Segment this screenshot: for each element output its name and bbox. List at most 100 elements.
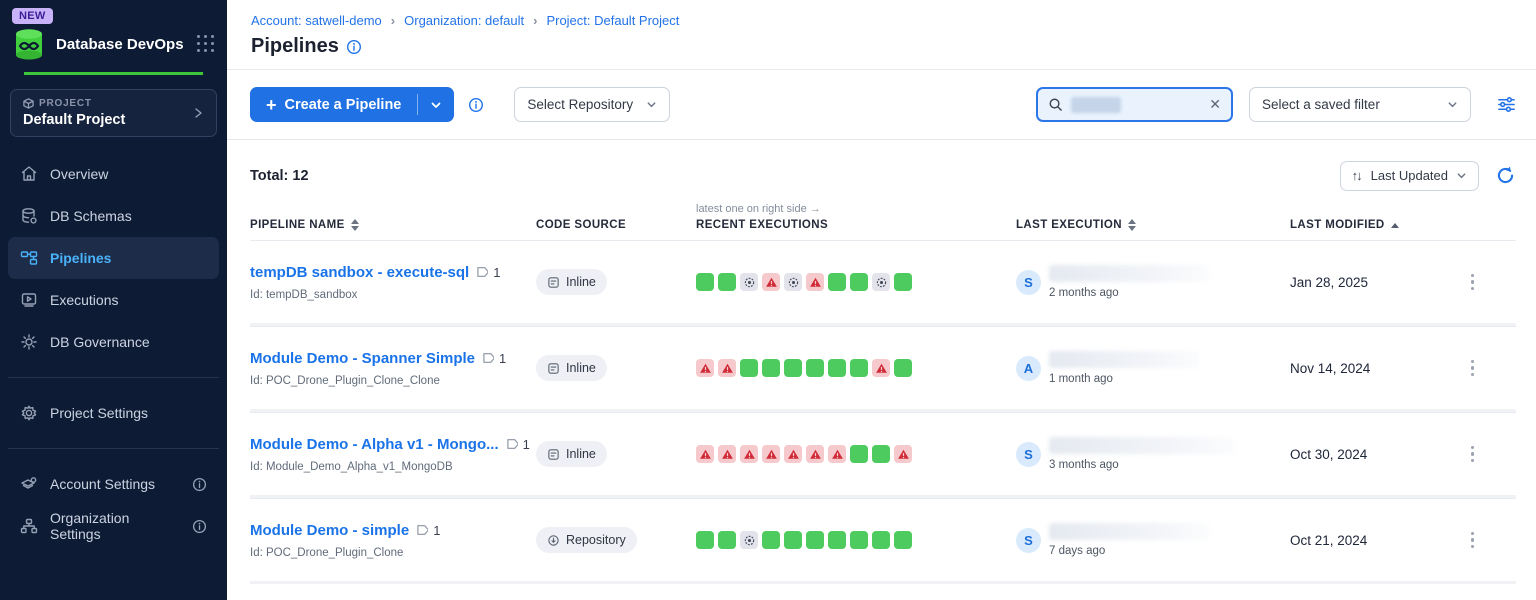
breadcrumb-organization[interactable]: Organization: default: [404, 13, 525, 28]
execution-status-skipped[interactable]: [784, 273, 802, 291]
execution-status-error[interactable]: [762, 445, 780, 463]
execution-status-success[interactable]: [828, 273, 846, 291]
sidebar-item-organization-settings[interactable]: Organization Settings: [8, 505, 219, 547]
execution-status-success[interactable]: [894, 359, 912, 377]
avatar[interactable]: S: [1016, 441, 1041, 467]
execution-status-error[interactable]: [828, 445, 846, 463]
saved-filter-dropdown[interactable]: Select a saved filter: [1249, 87, 1471, 122]
execution-status-error[interactable]: [762, 273, 780, 291]
execution-time-ago: 2 months ago: [1049, 287, 1119, 299]
execution-status-success[interactable]: [696, 273, 714, 291]
execution-status-skipped[interactable]: [740, 531, 758, 549]
execution-status-error[interactable]: [784, 445, 802, 463]
sidebar-item-db-governance[interactable]: DB Governance: [8, 321, 219, 363]
execution-status-success[interactable]: [784, 531, 802, 549]
create-pipeline-button[interactable]: + Create a Pipeline: [250, 87, 417, 122]
execution-status-success[interactable]: [762, 531, 780, 549]
breadcrumb-project[interactable]: Project: Default Project: [546, 13, 680, 28]
row-menu-kebab-icon[interactable]: [1470, 445, 1517, 463]
execution-status-success[interactable]: [850, 359, 868, 377]
info-icon[interactable]: [192, 477, 207, 492]
execution-status-success[interactable]: [718, 531, 736, 549]
sidebar-item-account-settings[interactable]: Account Settings: [8, 463, 219, 505]
execution-status-skipped[interactable]: [872, 273, 890, 291]
execution-status-error[interactable]: [718, 445, 736, 463]
code-source-badge: Inline: [536, 441, 607, 467]
last-modified-date: Jan 28, 2025: [1290, 274, 1369, 290]
sidebar-item-project-settings[interactable]: Project Settings: [8, 392, 219, 434]
warning-triangle-icon: [699, 449, 711, 459]
execution-status-success[interactable]: [850, 445, 868, 463]
sort-asc-icon[interactable]: [1390, 222, 1399, 228]
execution-status-error[interactable]: [806, 273, 824, 291]
database-icon: [22, 208, 37, 224]
breadcrumb-account[interactable]: Account: satwell-demo: [251, 13, 382, 28]
sidebar-item-db-schemas[interactable]: DB Schemas: [8, 195, 219, 237]
refresh-icon[interactable]: [1495, 165, 1516, 186]
execution-status-success[interactable]: [828, 359, 846, 377]
info-icon[interactable]: [468, 97, 484, 113]
total-count: Total: 12: [250, 167, 309, 184]
execution-status-success[interactable]: [850, 531, 868, 549]
app-launcher-icon[interactable]: [197, 35, 215, 53]
execution-status-success[interactable]: [762, 359, 780, 377]
pipeline-name-link[interactable]: Module Demo - Alpha v1 - Mongo...: [250, 435, 499, 453]
create-pipeline-menu-button[interactable]: [418, 87, 454, 122]
sort-dropdown[interactable]: ↑↓ Last Updated: [1339, 160, 1479, 191]
select-repository-dropdown[interactable]: Select Repository: [514, 87, 671, 122]
execution-status-success[interactable]: [850, 273, 868, 291]
avatar[interactable]: S: [1016, 527, 1041, 553]
layers-gear-icon: [21, 477, 37, 489]
execution-status-error[interactable]: [806, 445, 824, 463]
sort-toggle-icon[interactable]: [350, 219, 359, 231]
create-pipeline-split-button: + Create a Pipeline: [250, 87, 455, 122]
execution-status-success[interactable]: [872, 445, 890, 463]
pipeline-name-link[interactable]: Module Demo - simple: [250, 521, 410, 539]
execution-status-success[interactable]: [828, 531, 846, 549]
row-menu-kebab-icon[interactable]: [1470, 531, 1517, 549]
execution-status-error[interactable]: [740, 445, 758, 463]
pipelines-list: Total: 12 ↑↓ Last Updated PIPELINE NAME: [227, 140, 1536, 600]
execution-status-success[interactable]: [806, 531, 824, 549]
execution-status-error[interactable]: [894, 445, 912, 463]
row-menu-kebab-icon[interactable]: [1470, 359, 1517, 377]
project-switcher[interactable]: PROJECT Default Project: [10, 89, 217, 137]
divider: [8, 377, 219, 378]
execution-status-success[interactable]: [806, 359, 824, 377]
execution-status-skipped[interactable]: [740, 273, 758, 291]
execution-time-ago: 1 month ago: [1049, 373, 1113, 385]
execution-status-success[interactable]: [718, 273, 736, 291]
execution-status-error[interactable]: [696, 445, 714, 463]
execution-status-success[interactable]: [696, 531, 714, 549]
breadcrumb-separator: ›: [390, 13, 396, 28]
filter-sliders-icon[interactable]: [1497, 95, 1516, 114]
execution-status-success[interactable]: [872, 531, 890, 549]
sidebar-item-pipelines[interactable]: Pipelines: [8, 237, 219, 279]
row-menu-kebab-icon[interactable]: [1470, 273, 1517, 291]
execution-status-error[interactable]: [872, 359, 890, 377]
execution-status-success[interactable]: [740, 359, 758, 377]
execution-status-error[interactable]: [696, 359, 714, 377]
sidebar-nav: Overview DB Schemas Pipelines Executions…: [0, 153, 227, 547]
execution-status-success[interactable]: [894, 531, 912, 549]
avatar[interactable]: S: [1016, 269, 1041, 295]
last-execution-cell: A 1 month ago: [1016, 351, 1290, 385]
avatar[interactable]: A: [1016, 355, 1041, 381]
info-icon[interactable]: [192, 519, 207, 534]
execution-status-success[interactable]: [784, 359, 802, 377]
main-content: Account: satwell-demo › Organization: de…: [227, 0, 1536, 600]
execution-status-error[interactable]: [718, 359, 736, 377]
divider: [8, 448, 219, 449]
info-icon[interactable]: [346, 39, 362, 55]
sidebar-item-overview[interactable]: Overview: [8, 153, 219, 195]
sidebar-item-executions[interactable]: Executions: [8, 279, 219, 321]
sort-toggle-icon[interactable]: [1127, 219, 1136, 231]
execution-status-success[interactable]: [894, 273, 912, 291]
pipeline-name-link[interactable]: tempDB sandbox - execute-sql: [250, 263, 470, 281]
chevron-down-icon: [1457, 173, 1466, 179]
search-input[interactable]: ✕: [1036, 87, 1233, 122]
clear-search-icon[interactable]: ✕: [1209, 96, 1221, 112]
pipeline-name-link[interactable]: Module Demo - Spanner Simple: [250, 349, 476, 367]
warning-triangle-icon: [699, 363, 711, 373]
chevron-down-icon: [647, 102, 656, 108]
